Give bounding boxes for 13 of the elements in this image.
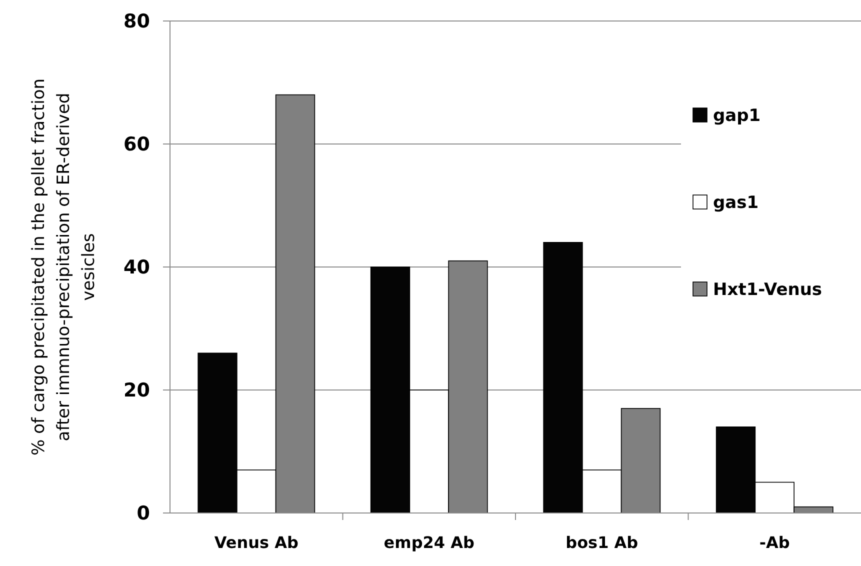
y-axis-title: % of cargo precipitated in the pellet fraction after immnuo-precipitation of ER-derived vesicles xyxy=(29,78,99,456)
x-tick-label: -Ab xyxy=(759,533,790,552)
legend-label: gap1 xyxy=(713,106,761,126)
x-tick-label: emp24 Ab xyxy=(384,533,474,552)
legend-label: gas1 xyxy=(713,192,759,213)
y-tick-label: 40 xyxy=(124,256,150,279)
y-tick-label: 80 xyxy=(124,10,150,33)
y-tick-label: 0 xyxy=(136,502,150,525)
y-tick-label: 60 xyxy=(124,134,150,156)
legend-label: Hxt1-Venus xyxy=(713,280,822,300)
x-tick-label: Venus Ab xyxy=(214,533,298,552)
y-tick-label: 20 xyxy=(124,380,150,402)
x-tick-label: bos1 Ab xyxy=(566,533,638,552)
